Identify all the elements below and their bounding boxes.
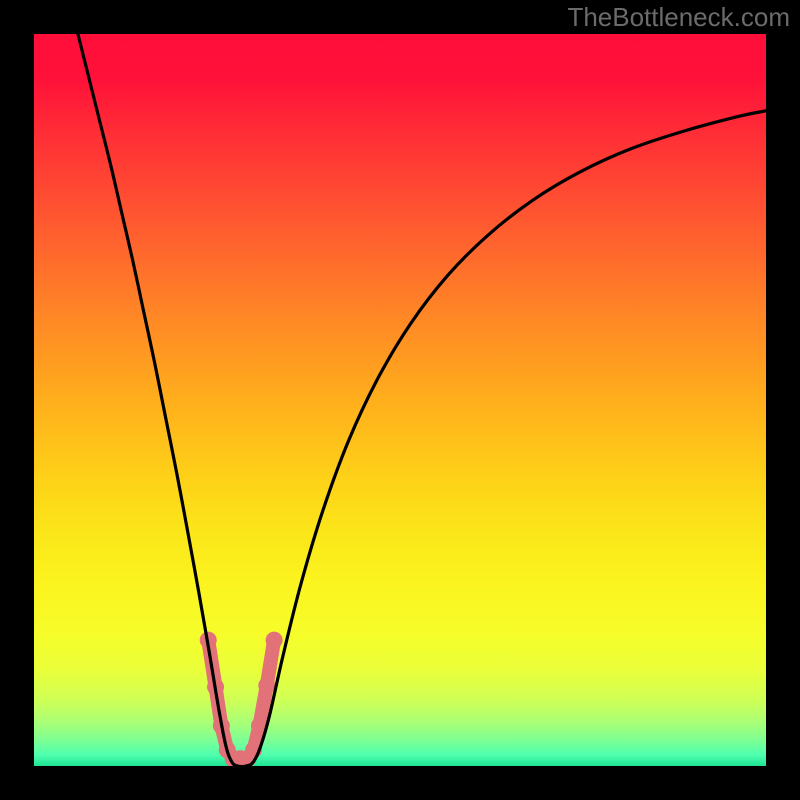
bottleneck-chart bbox=[0, 0, 800, 800]
chart-frame: TheBottleneck.com bbox=[0, 0, 800, 800]
gradient-background bbox=[34, 34, 766, 766]
watermark-text: TheBottleneck.com bbox=[567, 2, 790, 33]
